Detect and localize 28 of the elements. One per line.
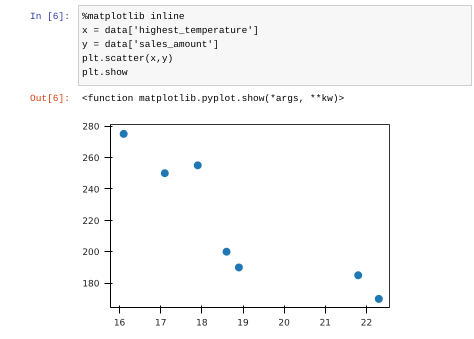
text: plt.scatter(x,y): [82, 53, 174, 65]
point: [194, 161, 202, 170]
point: [160, 169, 169, 178]
y-tick-label: 220: [82, 216, 100, 227]
x-tick-label: 22: [360, 318, 372, 328]
y-tick-label: 280: [82, 122, 100, 133]
x-tick-label: 21: [320, 318, 332, 328]
x-tick-label: 16: [114, 318, 126, 328]
y-tick-label: 180: [82, 280, 100, 290]
text: Out[6]:: [30, 93, 70, 105]
x-tick-label: 18: [196, 318, 208, 328]
text: <function matplotlib.pyplot.show(*args, **kw)>: [82, 93, 344, 105]
y-tick-label: 240: [82, 185, 100, 196]
text: %matplotlib inline: [82, 11, 185, 23]
point: [222, 248, 231, 256]
text: In [6]:: [30, 11, 70, 23]
point: [354, 271, 362, 280]
y-tick-label: 260: [82, 154, 100, 164]
x-tick-label: 19: [237, 318, 250, 328]
text: x = data['highest_temperature']: [82, 25, 259, 37]
point: [120, 130, 128, 138]
point: [234, 263, 243, 272]
text: y = data['sales_amount']: [82, 39, 219, 51]
y-tick-label: 200: [82, 248, 100, 258]
point: [374, 294, 383, 303]
x-tick-label: 17: [154, 318, 166, 328]
text: plt.show: [82, 67, 128, 79]
x-tick-label: 20: [278, 318, 290, 328]
